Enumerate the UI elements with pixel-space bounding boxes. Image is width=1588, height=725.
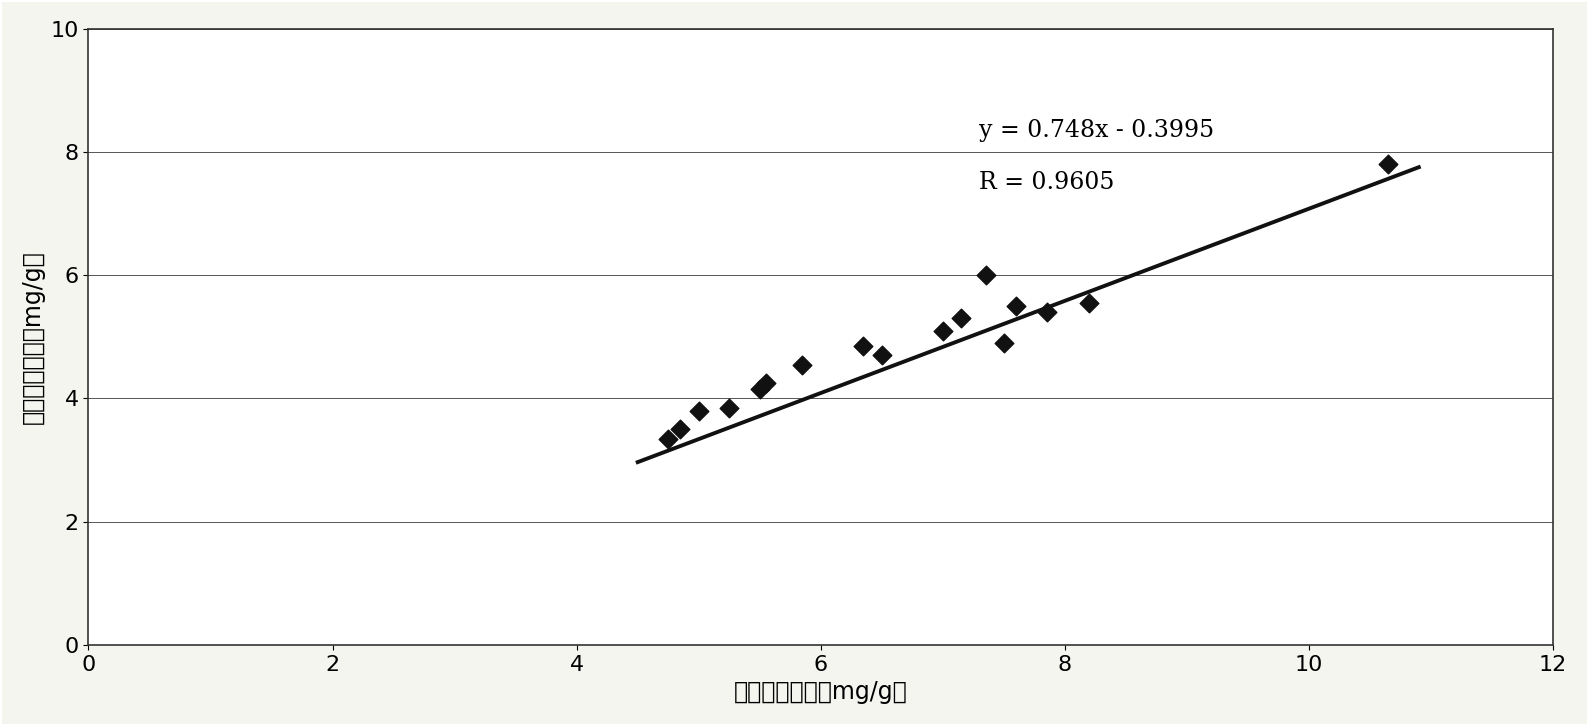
Point <box>991 337 1016 349</box>
Point <box>869 349 894 361</box>
Point <box>789 359 815 370</box>
Point <box>931 325 956 336</box>
Point <box>851 340 877 352</box>
Point <box>667 423 692 435</box>
Point <box>686 405 711 417</box>
Point <box>746 384 772 395</box>
Text: R = 0.9605: R = 0.9605 <box>980 171 1115 194</box>
Point <box>716 402 742 413</box>
Point <box>1004 300 1029 312</box>
X-axis label: 索氏液相含量（mg/g）: 索氏液相含量（mg/g） <box>734 680 908 704</box>
Y-axis label: 超声紫外含量（mg/g）: 超声紫外含量（mg/g） <box>21 250 44 423</box>
Point <box>1034 307 1059 318</box>
Point <box>1375 159 1401 170</box>
Point <box>656 433 681 444</box>
Point <box>753 377 778 389</box>
Point <box>973 270 999 281</box>
Point <box>948 312 973 324</box>
Text: y = 0.748x - 0.3995: y = 0.748x - 0.3995 <box>980 119 1215 141</box>
Point <box>1077 297 1102 309</box>
